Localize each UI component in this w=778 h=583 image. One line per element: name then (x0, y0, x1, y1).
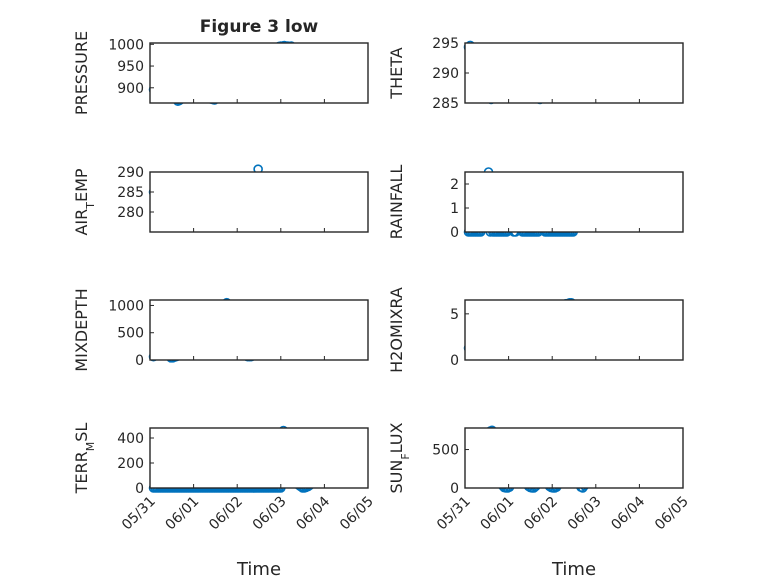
x-tick-label: 06/05 (337, 494, 377, 534)
x-axis-label-left: Time (236, 559, 281, 580)
y-axis-label: SUNFLUX (387, 422, 412, 493)
x-tick-label: 06/01 (478, 494, 518, 534)
x-tick-label: 05/31 (434, 494, 474, 534)
axes-box (465, 428, 683, 488)
subplot-4: 0 1 2 RAINFALL (387, 165, 683, 241)
x-tick-label: 06/03 (565, 494, 605, 534)
x-tick-label: 06/02 (206, 494, 246, 534)
subplot-6: 0 5 H2OMIXRA (387, 287, 683, 373)
y-tick-label: 285 (432, 96, 459, 112)
y-axis-label: H2OMIXRA (387, 287, 406, 373)
y-tick-label: 0 (135, 481, 144, 497)
axes-box (465, 43, 683, 103)
axes-box (150, 172, 368, 232)
y-tick-label: 0 (450, 481, 459, 497)
y-axis-label: RAINFALL (387, 165, 406, 240)
subplot-7: 0 200 400 05/31 06/01 06/02 06/03 06/04 06/05 TER… (72, 423, 377, 534)
y-tick-label: 0 (450, 353, 459, 369)
y-tick-label: 1000 (108, 298, 144, 314)
y-tick-label: 2 (450, 177, 459, 193)
axes-box (150, 428, 368, 488)
y-tick-label: 290 (117, 165, 144, 181)
figure-canvas: 9009501000PRESSUREFigure 3 low285290295T… (0, 0, 778, 583)
subplot-8: 0 500 05/31 06/01 06/02 06/03 06/04 06/05 SUNFLU… (387, 422, 692, 533)
x-tick-label: 06/03 (250, 494, 290, 534)
y-tick-label: 500 (117, 326, 144, 342)
subplot-1: 900 950 1000 PRESSURE Figure 3 low (72, 17, 368, 115)
x-tick-label: 05/31 (119, 494, 159, 534)
y-axis-label: TERRMSL (72, 423, 97, 495)
y-tick-label: 280 (117, 205, 144, 221)
axes-box (150, 300, 368, 360)
x-tick-label: 06/04 (608, 493, 648, 533)
y-tick-label: 950 (117, 59, 144, 75)
y-axis-label: AIRTEMP (72, 168, 97, 235)
y-axis-label: THETA (387, 47, 406, 99)
subplot-3: 280 285 290 AIRTEMP (72, 165, 368, 236)
y-axis-label: MIXDEPTH (72, 288, 91, 371)
y-axis-label: PRESSURE (72, 31, 91, 115)
y-tick-label: 0 (450, 225, 459, 241)
x-axis-label-right: Time (551, 559, 596, 580)
y-tick-label: 400 (117, 431, 144, 447)
axes-box (150, 43, 368, 103)
y-tick-label: 5 (450, 307, 459, 323)
y-tick-label: 1 (450, 201, 459, 217)
axes-box (465, 172, 683, 232)
x-tick-label: 06/05 (652, 494, 692, 534)
y-tick-label: 200 (117, 456, 144, 472)
y-tick-label: 1000 (108, 37, 144, 53)
subplot-5: 0 500 1000 MIXDEPTH (72, 288, 368, 371)
y-tick-label: 290 (432, 66, 459, 82)
y-tick-label: 295 (432, 36, 459, 52)
axes-box (465, 300, 683, 360)
y-tick-label: 285 (117, 185, 144, 201)
x-tick-label: 06/01 (163, 494, 203, 534)
subplot-2: 285 290 295 THETA (387, 36, 683, 112)
x-tick-label: 06/04 (293, 493, 333, 533)
chart-title: Figure 3 low (200, 17, 319, 37)
y-tick-label: 0 (135, 353, 144, 369)
y-tick-label: 500 (432, 443, 459, 459)
x-tick-label: 06/02 (521, 494, 561, 534)
y-tick-label: 900 (117, 81, 144, 97)
